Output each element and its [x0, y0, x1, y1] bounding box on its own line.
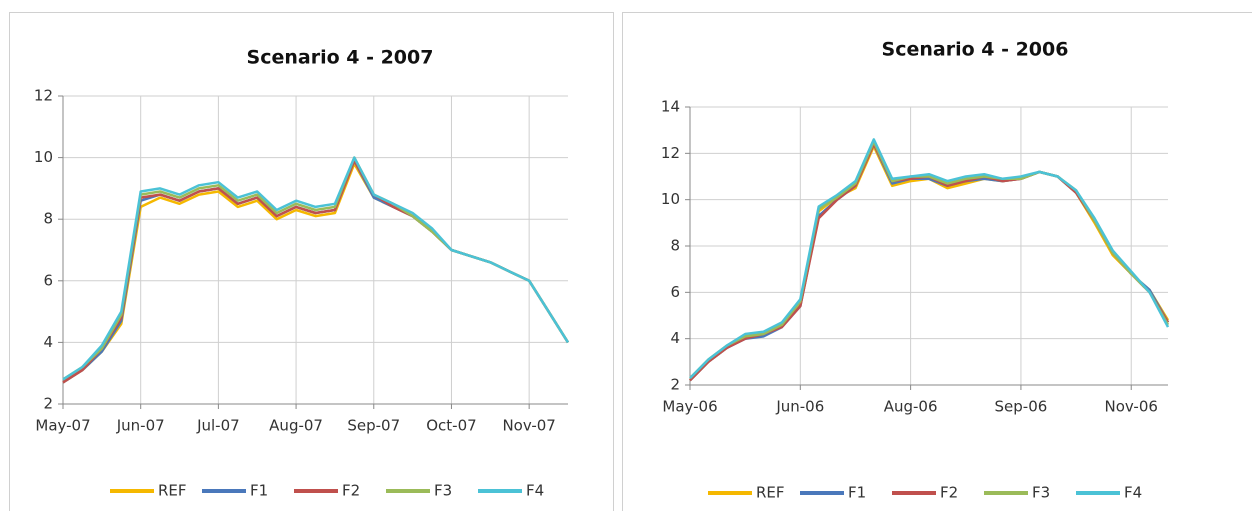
y-tick-label: 12 — [661, 144, 680, 162]
legend-label: F2 — [342, 482, 360, 500]
y-tick-label: 6 — [670, 283, 680, 301]
y-tick-label: 8 — [670, 237, 680, 255]
chart-title: Scenario 4 - 2007 — [247, 47, 434, 69]
legend-label: F1 — [848, 484, 866, 502]
y-tick-label: 14 — [661, 98, 680, 116]
x-tick-label: May-06 — [662, 398, 717, 416]
legend-label: F2 — [940, 484, 958, 502]
x-tick-label: Jun-07 — [116, 417, 165, 435]
series-line — [62, 156, 570, 381]
x-tick-label: Nov-06 — [1105, 398, 1158, 416]
panel — [9, 12, 614, 511]
y-tick-label: 12 — [34, 87, 53, 105]
legend-label: F3 — [1032, 484, 1050, 502]
x-tick-label: Aug-06 — [884, 398, 938, 416]
x-tick-label: Sep-07 — [347, 417, 400, 435]
legend-label: F4 — [1124, 484, 1142, 502]
legend-label: F3 — [434, 482, 452, 500]
panel — [622, 12, 1252, 511]
y-tick-label: 6 — [43, 271, 53, 289]
y-tick-label: 10 — [661, 190, 680, 208]
x-tick-label: Aug-07 — [269, 417, 323, 435]
x-tick-label: Jul-07 — [196, 417, 240, 435]
y-tick-label: 10 — [34, 148, 53, 166]
chart-title: Scenario 4 - 2006 — [882, 39, 1069, 61]
x-tick-label: Sep-06 — [995, 398, 1048, 416]
y-tick-label: 2 — [670, 376, 680, 394]
x-tick-label: Jun-06 — [775, 398, 824, 416]
legend-label: F1 — [250, 482, 268, 500]
y-tick-label: 4 — [43, 333, 53, 351]
x-tick-label: May-07 — [35, 417, 90, 435]
y-tick-label: 8 — [43, 210, 53, 228]
series-line — [689, 138, 1170, 379]
y-tick-label: 4 — [670, 329, 680, 347]
y-tick-label: 2 — [43, 395, 53, 413]
legend-label: F4 — [526, 482, 544, 500]
x-tick-label: Nov-07 — [502, 417, 555, 435]
legend-label: REF — [158, 482, 187, 500]
legend-label: REF — [756, 484, 785, 502]
x-tick-label: Oct-07 — [426, 417, 476, 435]
